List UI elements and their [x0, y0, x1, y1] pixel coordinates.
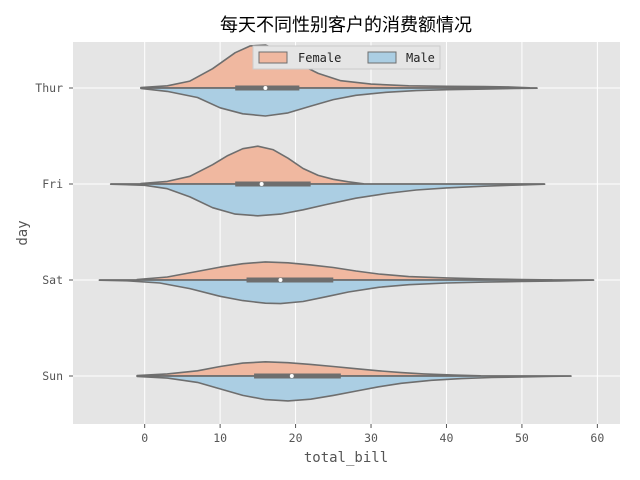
median-dot-sat	[278, 278, 283, 282]
x-tick-label-50: 50	[515, 431, 529, 445]
median-dot-sun	[289, 374, 294, 378]
x-tick-label-30: 30	[364, 431, 378, 445]
iqr-box-sat	[246, 277, 334, 283]
y-tick-label-thur: Thur	[35, 81, 63, 95]
violin-male-fri	[109, 183, 546, 217]
median-dot-fri	[259, 182, 264, 186]
legend-swatch-female	[258, 51, 288, 64]
legend-label-female: Female	[298, 51, 341, 65]
y-tick-label-sat: Sat	[42, 273, 63, 287]
legend-label-male: Male	[406, 51, 435, 65]
plot-area	[73, 42, 620, 424]
y-axis: Thur Fri Sat Sun	[35, 81, 73, 383]
x-tick-label-40: 40	[440, 431, 454, 445]
legend: Female Male	[252, 45, 441, 70]
x-tick-label-60: 60	[590, 431, 604, 445]
iqr-box-fri	[235, 181, 311, 187]
chart-title: 每天不同性别客户的消费额情况	[220, 15, 472, 36]
median-dot-thur	[263, 86, 268, 90]
x-tick-label-20: 20	[289, 431, 303, 445]
violin-male-sat	[98, 279, 595, 305]
x-tick-label-0: 0	[141, 431, 148, 445]
iqr-box-sun	[254, 373, 341, 379]
y-tick-label-sun: Sun	[42, 369, 63, 383]
y-tick-label-fri: Fri	[42, 177, 63, 191]
x-axis: 0 10 20 30 40 50 60	[141, 424, 604, 445]
violin-female-fri	[140, 145, 365, 185]
x-tick-label-10: 10	[213, 431, 227, 445]
legend-swatch-male	[367, 51, 397, 64]
x-axis-label: total_bill	[304, 450, 388, 466]
box-plots	[99, 85, 594, 379]
y-axis-label: day	[15, 220, 31, 245]
